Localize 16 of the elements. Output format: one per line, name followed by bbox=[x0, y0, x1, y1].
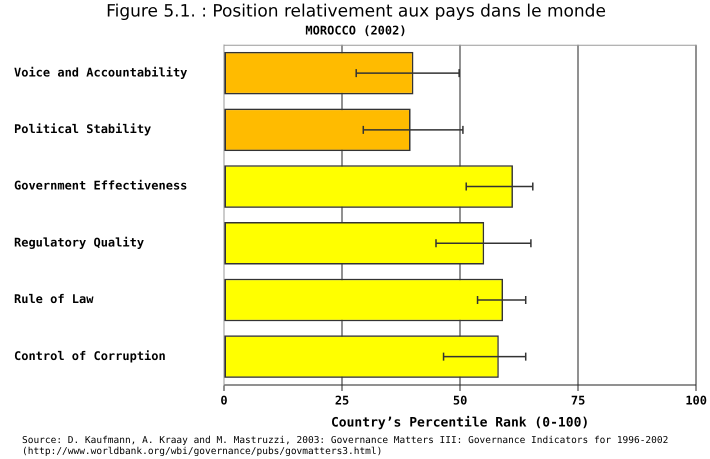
y-tick-label: Control of Corruption bbox=[14, 348, 166, 363]
x-tick-label: 100 bbox=[685, 393, 708, 408]
x-tick-label: 50 bbox=[452, 393, 468, 408]
y-tick-label: Government Effectiveness bbox=[14, 178, 188, 193]
source-note: Source: D. Kaufmann, A. Kraay and M. Mastruzzi, 2003: Governance Matters III: Governance Indicators for 1996-2002 bbox=[22, 435, 668, 446]
chart-subtitle: MOROCCO (2002) bbox=[305, 24, 407, 38]
x-axis-title: Country’s Percentile Rank (0-100) bbox=[330, 416, 590, 431]
y-tick-label: Political Stability bbox=[14, 122, 152, 136]
chart-title: Figure 5.1. : Position relativement aux pays dans le monde bbox=[106, 2, 606, 22]
x-tick-label: 25 bbox=[334, 393, 350, 408]
x-tick-label: 0 bbox=[220, 393, 228, 408]
y-tick-label: Regulatory Quality bbox=[14, 235, 144, 250]
y-tick-label: Rule of Law bbox=[14, 292, 94, 306]
text: (http://www.worldbank.org/wbi/governance/pubs/govmatters3.html) bbox=[22, 446, 382, 457]
y-tick-label: Voice and Accountability bbox=[14, 65, 188, 80]
x-tick-label: 75 bbox=[570, 393, 586, 408]
